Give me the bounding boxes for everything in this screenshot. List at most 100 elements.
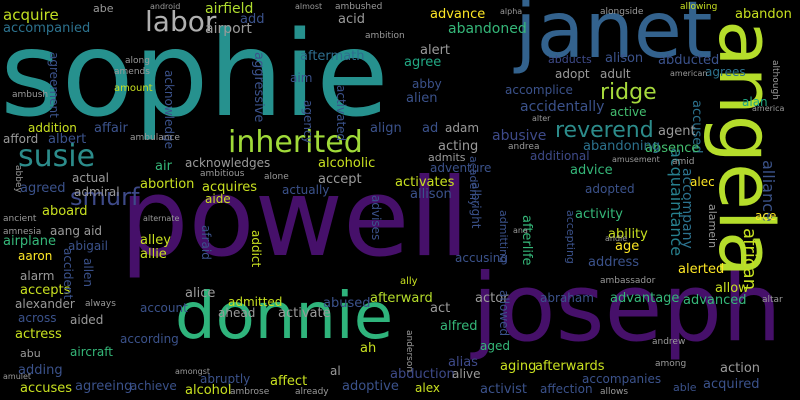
cloud-word: allie (140, 247, 167, 262)
cloud-word: allowing (680, 2, 718, 12)
cloud-word: albert (48, 132, 87, 147)
cloud-word: janet (515, 0, 713, 76)
cloud-word: allison (410, 187, 452, 202)
cloud-word: abraham (540, 291, 594, 305)
cloud-word: alarm (20, 269, 55, 283)
cloud-word: accuses (20, 381, 73, 396)
cloud-word: acting (438, 139, 479, 154)
cloud-word: abused (323, 296, 371, 311)
cloud-word: alone (264, 172, 289, 182)
cloud-word: abandoning (583, 139, 660, 154)
cloud-word: alcoholic (318, 156, 376, 171)
cloud-word: ambitious (200, 169, 245, 179)
cloud-word: alive (452, 367, 481, 381)
cloud-word: allows (600, 387, 629, 397)
cloud-word: andrea (508, 142, 540, 152)
cloud-word: air (155, 159, 172, 174)
cloud-word: accepting (564, 210, 577, 264)
cloud-word: alfred (440, 319, 478, 334)
cloud-word: adult (600, 67, 631, 81)
cloud-word: accompanied (3, 21, 91, 36)
cloud-word: acquires (202, 180, 258, 195)
cloud-word: admitted (228, 295, 283, 309)
cloud-word: aide (205, 192, 231, 206)
cloud-word: smurf (70, 183, 140, 211)
cloud-word: ace (755, 209, 777, 223)
cloud-word: aging (500, 359, 537, 374)
cloud-word: amends (114, 67, 150, 77)
cloud-word: agrees (705, 65, 746, 79)
cloud-word: accepts (20, 283, 71, 298)
cloud-word: alerted (678, 262, 725, 277)
cloud-word: adoptive (342, 379, 399, 394)
cloud-word: active (610, 105, 647, 119)
cloud-word: andrew (652, 337, 686, 347)
cloud-word: academy (467, 156, 480, 207)
cloud-word: alex (415, 381, 440, 395)
cloud-word: afford (3, 132, 39, 146)
cloud-word: affair (94, 121, 128, 136)
cloud-word: abruptly (200, 372, 251, 386)
cloud-word: abandoned (448, 21, 527, 37)
cloud-word: ambush (12, 90, 49, 100)
cloud-word: amongst (175, 367, 211, 376)
cloud-word: agree (404, 55, 442, 70)
cloud-word: acquired (703, 377, 760, 392)
cloud-word: amid (672, 157, 695, 167)
cloud-word: alison (605, 51, 644, 66)
cloud-word: alert (420, 43, 451, 58)
cloud-word: always (85, 299, 116, 309)
cloud-word: additional (530, 149, 590, 163)
cloud-word: advanced (683, 293, 747, 308)
cloud-word: admiral (74, 185, 120, 199)
cloud-word: amulet (3, 372, 32, 381)
cloud-word: activated (334, 85, 348, 142)
cloud-word: add (240, 12, 265, 27)
cloud-word: abe (93, 2, 114, 15)
cloud-word: abducted (658, 53, 720, 68)
cloud-word: able (673, 381, 697, 394)
cloud-word: amnesia (3, 227, 42, 237)
cloud-word: aaron (18, 249, 53, 263)
cloud-word: align (370, 121, 402, 136)
cloud-word: advantage (610, 291, 680, 306)
cloud-word: actress (15, 327, 62, 342)
cloud-word: affect (270, 374, 308, 389)
cloud-word: aged (480, 339, 510, 353)
cloud-word: age (615, 239, 640, 254)
cloud-word: aim (290, 71, 313, 85)
cloud-word: alias (448, 355, 478, 370)
cloud-word: absence (645, 141, 700, 156)
cloud-word: amusement (612, 155, 660, 164)
cloud-word: ambassador (600, 276, 656, 286)
cloud-word: advises (369, 195, 383, 241)
cloud-word: adopt (555, 67, 590, 81)
cloud-word: address (588, 255, 640, 270)
cloud-word: alamein (706, 204, 719, 249)
cloud-word: alec (690, 175, 715, 189)
cloud-word: reverend (555, 118, 654, 143)
cloud-word: addition (28, 121, 77, 135)
cloud-word: ambushed (335, 2, 383, 12)
cloud-word: airport (205, 21, 252, 37)
cloud-word: acknowledges (185, 156, 271, 170)
cloud-word: although (770, 60, 780, 100)
cloud-word: actual (72, 171, 109, 185)
cloud-word: andie (605, 234, 628, 243)
cloud-word: anderson (404, 330, 414, 373)
cloud-word: abusive (492, 128, 547, 144)
cloud-word: alexander (15, 297, 75, 311)
cloud-word: alter (532, 114, 551, 123)
cloud-word: sophie (0, 5, 389, 143)
cloud-word: accident (61, 248, 75, 300)
cloud-word: admits (428, 151, 466, 164)
cloud-word: adventure (430, 161, 492, 175)
cloud-word: aided (70, 313, 104, 327)
cloud-word: aang aid (50, 224, 103, 238)
cloud-word: allow (715, 281, 749, 296)
cloud-word: accomplice (505, 83, 573, 97)
cloud-word: almost (295, 2, 323, 11)
cloud-word: abduction (390, 367, 455, 382)
cloud-word: actually (282, 183, 330, 197)
